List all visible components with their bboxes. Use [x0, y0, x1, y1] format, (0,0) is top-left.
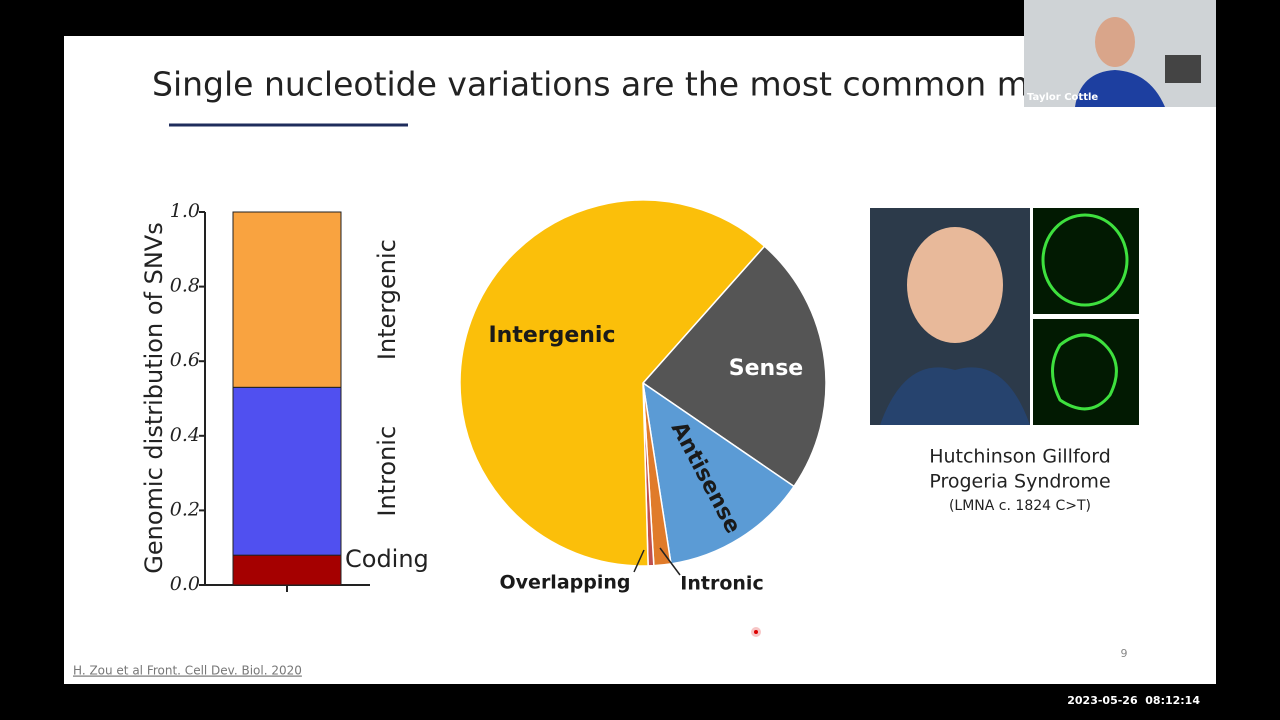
webcam-frame — [1165, 55, 1201, 83]
y-tick-label: 0.8 — [170, 275, 200, 297]
bar-segment — [232, 554, 342, 586]
slide-title: Single nucleotide variations are the mos… — [152, 65, 1163, 104]
nucleus-abnormal — [1051, 333, 1118, 411]
pie-label: Sense — [729, 356, 803, 381]
webcam-body — [1075, 70, 1165, 107]
y-tick-label: 0.2 — [170, 498, 200, 520]
y-axis-label: Genomic distribution of SNVs — [140, 222, 168, 573]
segment-label: Intronic — [373, 426, 401, 517]
y-tick-label: 1.0 — [170, 200, 200, 222]
pie-slice — [459, 199, 766, 567]
bar-segment — [232, 386, 342, 556]
pie-slice — [641, 245, 827, 488]
nucleus-image — [1033, 208, 1139, 314]
caption: (LMNA c. 1824 C>T) — [949, 498, 1091, 514]
nucleus-normal — [1041, 213, 1129, 307]
leader-line — [659, 547, 681, 576]
y-tick-label: 0.6 — [170, 349, 200, 371]
webcam-face — [1095, 17, 1135, 67]
leader-line — [633, 549, 645, 573]
timestamp: 2023-05-26 08:12:14 — [1067, 694, 1200, 707]
segment-label: Intergenic — [373, 239, 401, 360]
pie-label: Intronic — [680, 573, 763, 595]
patient-photo-clothes — [880, 367, 1030, 425]
page-number: 9 — [1121, 647, 1128, 660]
segment-label: Coding — [345, 545, 429, 573]
y-tick-label: 0.4 — [170, 424, 200, 446]
cursor — [754, 630, 758, 634]
bar-segment — [232, 211, 342, 388]
pie-label: Overlapping — [500, 572, 631, 594]
caption: Progeria Syndrome — [929, 471, 1110, 493]
citation[interactable]: H. Zou et al Front. Cell Dev. Biol. 2020 — [73, 664, 302, 678]
webcam-name: Taylor Cottle — [1027, 92, 1098, 103]
caption: Hutchinson Gillford — [929, 446, 1111, 468]
y-tick-label: 0.0 — [170, 573, 200, 595]
patient-photo-face — [907, 227, 1003, 343]
pie-label: Intergenic — [488, 323, 615, 348]
pie-slice — [641, 381, 796, 565]
